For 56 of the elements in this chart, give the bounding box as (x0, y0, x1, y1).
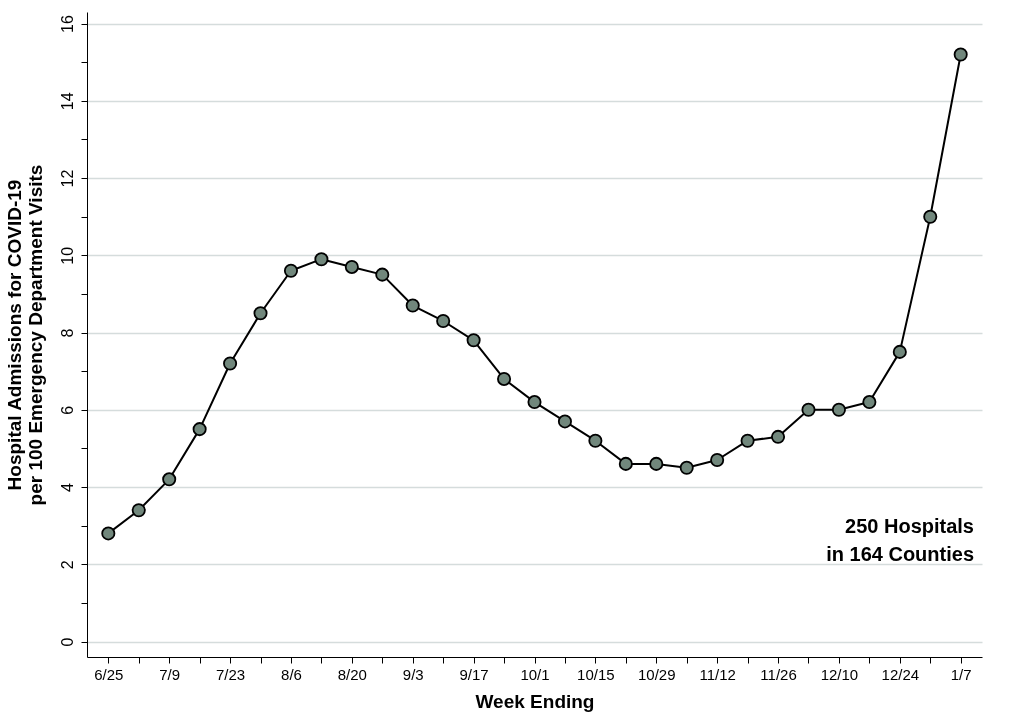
x-tick-label: 10/29 (638, 665, 676, 683)
x-tick-label: 12/10 (820, 665, 859, 683)
x-tick-label: 6/25 (94, 665, 124, 683)
point (131, 503, 146, 518)
point (557, 414, 572, 429)
point (101, 526, 116, 541)
y-tick-label: 14 (58, 92, 76, 111)
x-tick-label: 7/9 (159, 665, 181, 683)
point (375, 267, 390, 282)
point (923, 209, 938, 224)
point (466, 333, 481, 348)
point (801, 402, 816, 417)
point (405, 298, 420, 313)
x-tick-label: 9/17 (459, 665, 489, 683)
point (436, 313, 451, 328)
y-tick-label: 4 (58, 483, 76, 493)
point (192, 422, 207, 437)
y-tick-label: 2 (58, 560, 76, 570)
x-tick-label: 12/24 (881, 665, 920, 683)
x-axis-title: Week Ending (475, 690, 595, 712)
point (314, 252, 329, 267)
point (771, 429, 786, 444)
point (710, 453, 725, 468)
point (253, 306, 268, 321)
x-tick-label: 10/1 (520, 665, 550, 683)
point (162, 472, 177, 487)
point (862, 395, 877, 410)
point (953, 47, 968, 62)
y-tick-label: 16 (58, 15, 76, 33)
point (283, 263, 298, 278)
y-axis-title: Hospital Admissions for COVID-19 per 100 Emergency Department Visits (3, 164, 46, 506)
point (497, 371, 512, 386)
point (649, 456, 664, 471)
y-tick-label: 12 (58, 169, 76, 188)
annotation: 250 Hospitals in 164 Counties (826, 515, 974, 565)
x-tick-label: 7/23 (215, 665, 246, 683)
point (892, 344, 907, 359)
point (223, 356, 238, 371)
y-tick-label: 6 (58, 405, 76, 415)
x-tick-label: 11/12 (699, 665, 736, 683)
x-tick-label: 11/26 (760, 665, 797, 683)
y-tick-label: 8 (58, 328, 76, 338)
x-tick-label: 10/15 (577, 665, 615, 683)
x-tick-label: 8/6 (281, 665, 302, 683)
y-tick-label: 10 (58, 246, 76, 265)
x-tick-label: 9/3 (402, 665, 424, 683)
point (831, 402, 846, 417)
x-tick-label: 1/7 (950, 665, 972, 683)
point (679, 460, 694, 475)
point (588, 433, 603, 448)
point (527, 395, 542, 410)
point (618, 456, 633, 471)
point (740, 433, 755, 448)
point (344, 259, 359, 274)
x-tick-label: 8/20 (337, 665, 367, 683)
y-tick-label: 0 (58, 637, 76, 647)
